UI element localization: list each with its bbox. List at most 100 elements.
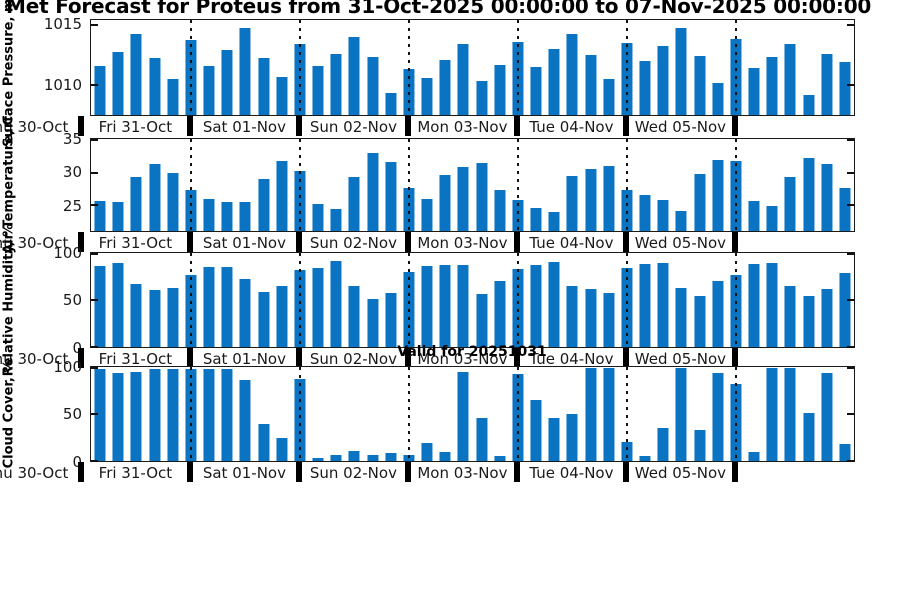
bar bbox=[766, 57, 778, 115]
bar bbox=[439, 59, 451, 115]
bar bbox=[494, 189, 506, 231]
bar bbox=[548, 48, 560, 115]
bar bbox=[276, 437, 288, 461]
bar bbox=[476, 81, 488, 115]
bar bbox=[367, 57, 379, 115]
bar bbox=[548, 212, 560, 231]
bar bbox=[439, 265, 451, 347]
x-tick-label: Mon 03-Nov bbox=[417, 350, 508, 368]
bar bbox=[149, 58, 161, 115]
x-axis-humidity: Thu 30-Oct Fri 31-Oct Sat 01-Nov Sun 02-Nov… bbox=[0, 348, 853, 370]
day-boundary-gridline bbox=[516, 20, 519, 115]
valid-for-watermark: Valid for 20251031 bbox=[397, 344, 547, 360]
y-tick-mark bbox=[91, 83, 98, 86]
bar bbox=[94, 65, 106, 115]
x-tick-mark bbox=[731, 462, 738, 482]
y-tick-mark bbox=[91, 366, 98, 369]
y-tick-label: 100 bbox=[53, 243, 82, 262]
bar bbox=[239, 279, 251, 347]
x-tick-mark bbox=[513, 462, 520, 482]
bar bbox=[112, 372, 124, 461]
bar bbox=[112, 201, 124, 231]
bar bbox=[348, 285, 360, 347]
bar bbox=[312, 458, 324, 461]
bar bbox=[566, 413, 578, 461]
bar bbox=[221, 368, 233, 461]
y-tick-label: 0 bbox=[72, 339, 82, 357]
day-boundary-gridline bbox=[625, 20, 628, 115]
x-tick-label: Sat 01-Nov bbox=[202, 350, 286, 368]
x-tick-label: Mon 03-Nov bbox=[417, 118, 508, 136]
bar bbox=[439, 174, 451, 231]
day-boundary-gridline bbox=[516, 367, 519, 461]
x-tick-label: Thu 30-Oct bbox=[0, 118, 69, 136]
y-axis-ticks: 100 50 0 bbox=[0, 244, 86, 357]
bar bbox=[421, 443, 433, 461]
bar bbox=[494, 280, 506, 347]
bar bbox=[821, 372, 833, 461]
bar bbox=[548, 418, 560, 461]
bar bbox=[603, 78, 615, 115]
x-tick-mark bbox=[622, 116, 629, 136]
bar bbox=[639, 456, 651, 461]
bar bbox=[385, 161, 397, 231]
x-tick-label: Fri 31-Oct bbox=[98, 234, 173, 252]
bar bbox=[694, 430, 706, 461]
bar bbox=[530, 207, 542, 231]
bar bbox=[221, 50, 233, 115]
bar bbox=[112, 263, 124, 347]
bar bbox=[167, 368, 179, 461]
bar bbox=[748, 200, 760, 231]
bar bbox=[494, 456, 506, 461]
y-tick-mark bbox=[91, 139, 98, 142]
x-tick-label: Tue 04-Nov bbox=[529, 234, 614, 252]
day-boundary-gridline bbox=[734, 20, 737, 115]
x-tick-label: Sun 02-Nov bbox=[309, 350, 397, 368]
y-tick-mark bbox=[847, 252, 854, 255]
x-tick-label: Sun 02-Nov bbox=[309, 118, 397, 136]
bar bbox=[457, 44, 469, 115]
y-tick-label: 50 bbox=[62, 405, 82, 424]
bar bbox=[457, 371, 469, 461]
bar bbox=[839, 272, 851, 347]
y-tick-mark bbox=[91, 460, 98, 462]
bar bbox=[766, 367, 778, 461]
day-boundary-gridline bbox=[298, 20, 301, 115]
bar bbox=[675, 288, 687, 347]
x-tick-label: Wed 05-Nov bbox=[634, 234, 727, 252]
bar bbox=[657, 263, 669, 347]
y-tick-mark bbox=[847, 299, 854, 302]
x-tick-mark bbox=[513, 232, 520, 252]
x-tick-label: Sat 01-Nov bbox=[202, 234, 286, 252]
bar bbox=[585, 169, 597, 231]
x-tick-mark bbox=[186, 116, 193, 136]
bar bbox=[839, 62, 851, 115]
day-boundary-gridline bbox=[189, 20, 192, 115]
bar bbox=[530, 399, 542, 461]
bar bbox=[203, 65, 215, 115]
bar bbox=[367, 153, 379, 231]
bar bbox=[94, 266, 106, 347]
x-tick-mark bbox=[513, 348, 520, 368]
x-tick-label: Tue 04-Nov bbox=[529, 464, 614, 482]
x-tick-label: Mon 03-Nov bbox=[417, 464, 508, 482]
day-boundary-gridline bbox=[625, 253, 628, 347]
x-tick-label: Thu 30-Oct bbox=[0, 350, 69, 368]
x-tick-mark bbox=[295, 116, 302, 136]
y-tick-mark bbox=[91, 171, 98, 174]
bar bbox=[367, 298, 379, 347]
day-boundary-gridline bbox=[734, 253, 737, 347]
bar bbox=[803, 157, 815, 231]
x-tick-label: Sat 01-Nov bbox=[202, 464, 286, 482]
x-tick-label: Sun 02-Nov bbox=[309, 234, 397, 252]
bar bbox=[330, 455, 342, 461]
x-tick-mark bbox=[295, 348, 302, 368]
y-tick-label: 0 bbox=[72, 453, 82, 471]
bar bbox=[566, 34, 578, 115]
x-axis-pressure: Thu 30-Oct Fri 31-Oct Sat 01-Nov Sun 02-Nov… bbox=[0, 116, 853, 138]
bar bbox=[639, 60, 651, 115]
bar bbox=[258, 423, 270, 461]
bar bbox=[421, 77, 433, 115]
x-tick-mark bbox=[404, 348, 411, 368]
